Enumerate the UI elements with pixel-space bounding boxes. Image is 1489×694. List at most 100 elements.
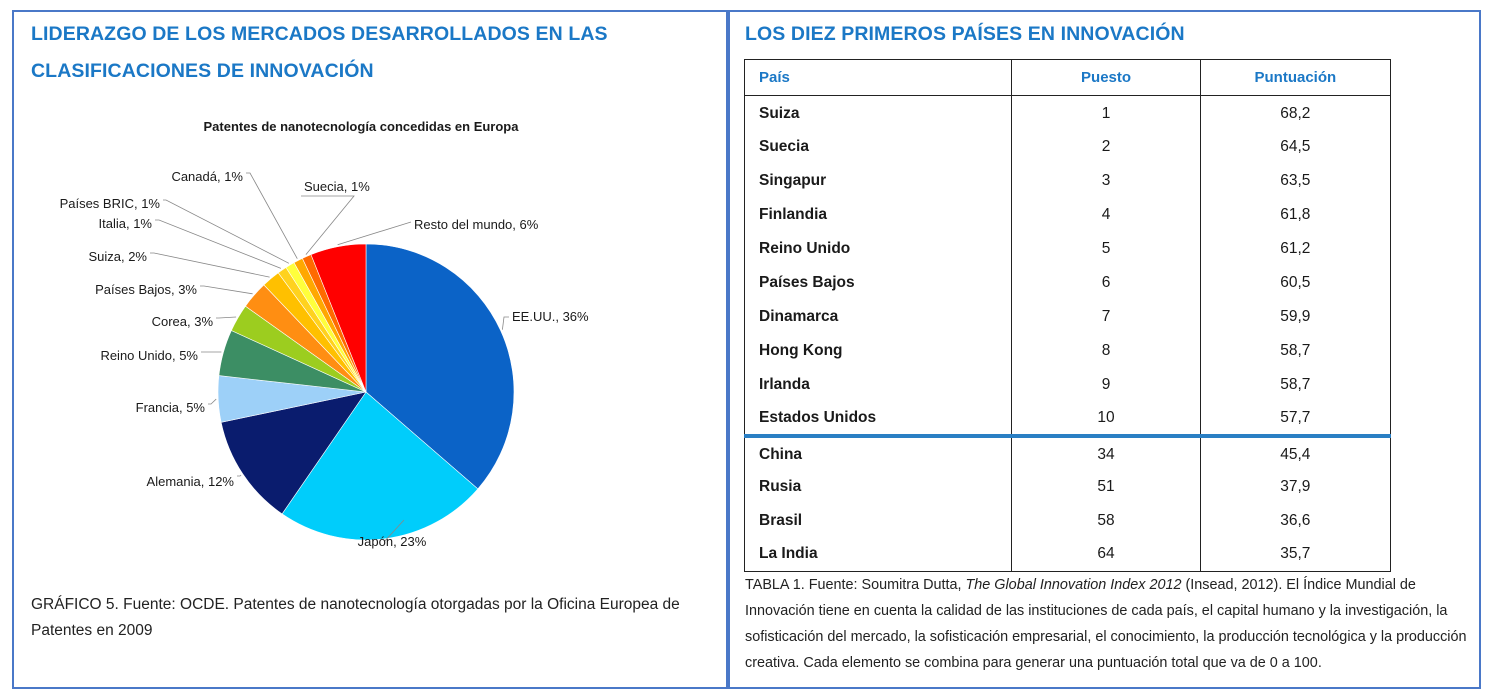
country-cell: Hong Kong: [743, 333, 1013, 368]
table-row: Brasil 58 36,6: [743, 503, 1392, 538]
other-country-rows: China 34 45,4 Rusia 51 37,9 Brasil 58 36,6 La Ind…: [743, 435, 1392, 572]
chart-panel: LIDERAZGO DE LOS MERCADOS DESARROLLADOS …: [12, 10, 728, 689]
score-cell: 63,5: [1199, 163, 1392, 198]
table-row: Finlandia 4 61,8: [743, 197, 1392, 232]
slice-label: Alemania, 12%: [147, 474, 235, 489]
score-cell: 64,5: [1199, 129, 1392, 164]
country-cell: Suecia: [743, 129, 1013, 164]
country-cell: La India: [743, 537, 1013, 572]
slice-label: Reino Unido, 5%: [100, 348, 198, 363]
top-ten-rows: Suiza 1 68,2 Suecia 2 64,5 Singapur 3 63,5 Finlan…: [743, 95, 1392, 438]
innovation-table: País Puesto Puntuación Suiza 1 68,2 Suecia 2…: [743, 59, 1392, 572]
table-row: Países Bajos 6 60,5: [743, 265, 1392, 300]
slice-label: Países BRIC, 1%: [60, 196, 161, 211]
rank-cell: 8: [1011, 333, 1201, 368]
header-rank: Puesto: [1011, 59, 1201, 96]
score-cell: 68,2: [1199, 95, 1392, 130]
label-leader-line: [237, 474, 242, 477]
score-cell: 61,2: [1199, 231, 1392, 266]
score-cell: 35,7: [1199, 537, 1392, 572]
table-row: Hong Kong 8 58,7: [743, 333, 1392, 368]
country-cell: Rusia: [743, 469, 1013, 504]
table-row: Suiza 1 68,2: [743, 95, 1392, 130]
slice-label: Países Bajos, 3%: [95, 282, 197, 297]
rank-cell: 5: [1011, 231, 1201, 266]
score-cell: 61,8: [1199, 197, 1392, 232]
pie-slices: [217, 243, 515, 541]
rank-cell: 9: [1011, 367, 1201, 402]
label-leader-line: [337, 221, 412, 246]
rank-cell: 4: [1011, 197, 1201, 232]
slice-label: EE.UU., 36%: [512, 309, 589, 324]
score-cell: 36,6: [1199, 503, 1392, 538]
country-cell: Dinamarca: [743, 299, 1013, 334]
rank-cell: 2: [1011, 129, 1201, 164]
slice-labels: EE.UU., 36% Japón, 23% Alemania, 12% Franci…: [60, 169, 589, 549]
score-cell: 58,7: [1199, 333, 1392, 368]
pie-slice: [365, 243, 515, 490]
table-row: Singapur 3 63,5: [743, 163, 1392, 198]
slice-label: Suiza, 2%: [88, 249, 147, 264]
rank-cell: 1: [1011, 95, 1201, 130]
slice-label: Resto del mundo, 6%: [414, 217, 539, 232]
score-cell: 37,9: [1199, 469, 1392, 504]
country-cell: Reino Unido: [743, 231, 1013, 266]
label-leader-line: [208, 398, 217, 405]
slice-label: Corea, 3%: [152, 314, 214, 329]
caption-italic: The Global Innovation Index 2012: [965, 577, 1182, 593]
header-country: País: [743, 59, 1013, 96]
label-leaders: [150, 172, 509, 542]
rank-cell: 58: [1011, 503, 1201, 538]
pie-slice: [220, 391, 367, 515]
table-row: Suecia 2 64,5: [743, 129, 1392, 164]
label-leader-line: [163, 199, 290, 264]
pie-chart: Patentes de nanotecnología concedidas en…: [60, 119, 589, 549]
slice-label: Japón, 23%: [358, 534, 427, 549]
score-cell: 45,4: [1199, 435, 1392, 470]
rank-cell: 3: [1011, 163, 1201, 198]
rank-cell: 10: [1011, 401, 1201, 438]
table-row: Irlanda 9 58,7: [743, 367, 1392, 402]
country-cell: Países Bajos: [743, 265, 1013, 300]
country-cell: Irlanda: [743, 367, 1013, 402]
label-leader-line: [150, 252, 270, 278]
table-row: Dinamarca 7 59,9: [743, 299, 1392, 334]
pie-slice: [310, 243, 367, 393]
rank-cell: 6: [1011, 265, 1201, 300]
table-panel-title: LOS DIEZ PRIMEROS PAÍSES EN INNOVACIÓN: [745, 23, 1185, 45]
table-row: Rusia 51 37,9: [743, 469, 1392, 504]
label-leader-line: [502, 316, 509, 330]
country-cell: China: [743, 435, 1013, 470]
rank-cell: 64: [1011, 537, 1201, 572]
label-leader-line: [246, 172, 298, 259]
label-leader-line: [216, 316, 237, 319]
country-cell: Brasil: [743, 503, 1013, 538]
table-header-row: País Puesto Puntuación: [743, 59, 1392, 96]
pie-slice: [281, 391, 479, 541]
caption-suffix: (Insead, 2012). El Índice Mundial de Inn…: [745, 577, 1467, 671]
label-leader-line: [155, 219, 282, 269]
table-row: Estados Unidos 10 57,7: [743, 401, 1392, 438]
slice-label: Canadá, 1%: [171, 169, 243, 184]
table-row: China 34 45,4: [743, 435, 1392, 470]
slice-label: Suecia, 1%: [304, 179, 370, 194]
rank-cell: 34: [1011, 435, 1201, 470]
table-caption: TABLA 1. Fuente: Soumitra Dutta, The Glo…: [745, 572, 1470, 676]
country-cell: Singapur: [743, 163, 1013, 198]
table-panel: LOS DIEZ PRIMEROS PAÍSES EN INNOVACIÓN P…: [728, 10, 1481, 689]
caption-prefix: TABLA 1. Fuente: Soumitra Dutta,: [745, 577, 966, 593]
label-leader-line: [384, 519, 405, 542]
label-leader-line: [200, 285, 253, 295]
rank-cell: 51: [1011, 469, 1201, 504]
score-cell: 59,9: [1199, 299, 1392, 334]
chart-title: Patentes de nanotecnología concedidas en…: [204, 119, 520, 134]
rank-cell: 7: [1011, 299, 1201, 334]
country-cell: Finlandia: [743, 197, 1013, 232]
score-cell: 60,5: [1199, 265, 1392, 300]
header-score: Puntuación: [1199, 59, 1392, 96]
chart-panel-title: LIDERAZGO DE LOS MERCADOS DESARROLLADOS …: [31, 23, 608, 82]
table-row: La India 64 35,7: [743, 537, 1392, 572]
score-cell: 58,7: [1199, 367, 1392, 402]
slice-label: Italia, 1%: [99, 216, 153, 231]
country-cell: Estados Unidos: [743, 401, 1013, 438]
